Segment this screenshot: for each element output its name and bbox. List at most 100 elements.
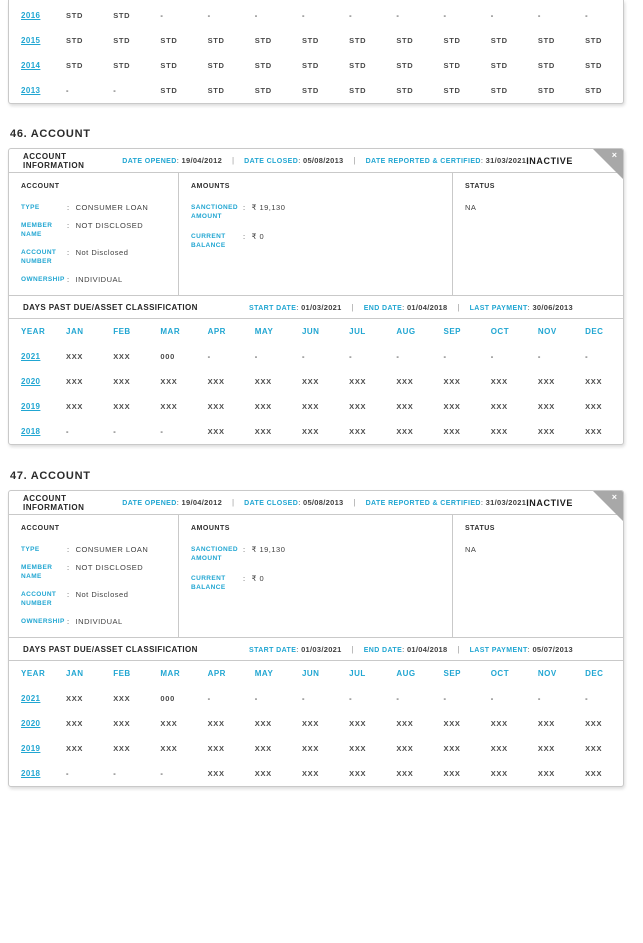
month-column-header: MAY xyxy=(254,327,274,336)
month-column-header: AUG xyxy=(396,669,416,678)
status-value: NA xyxy=(465,545,477,554)
amount-fields: SANCTIONED AMOUNT ₹ 19,130 CURRENT BALANCE… xyxy=(191,203,440,250)
date-field: DATE REPORTED & CERTIFIED31/03/2021 xyxy=(344,156,527,165)
month-column-header: APR xyxy=(207,669,226,678)
date-field-label: START DATE xyxy=(249,646,297,654)
detail-field: SANCTIONED AMOUNT ₹ 19,130 xyxy=(191,203,440,221)
month-column-header: MAY xyxy=(254,669,274,678)
dpd-row: 2021 XXX XXX 000 - - - - - - - - - xyxy=(9,344,623,369)
year-link[interactable]: 2020 xyxy=(21,377,41,386)
dpd-cell: XXX xyxy=(207,402,225,411)
dpd-section-header: DAYS PAST DUE/ASSET CLASSIFICATION START… xyxy=(9,296,623,319)
dpd-cell: XXX xyxy=(396,744,414,753)
year-link[interactable]: 2018 xyxy=(21,427,41,436)
dpd-cell: - xyxy=(490,352,494,361)
dpd-cell: XXX xyxy=(396,402,414,411)
date-field: START DATE01/03/2021 xyxy=(249,303,342,312)
year-link[interactable]: 2019 xyxy=(21,402,41,411)
year-link[interactable]: 2020 xyxy=(21,719,41,728)
dpd-title: DAYS PAST DUE/ASSET CLASSIFICATION xyxy=(23,302,198,312)
status-column: STATUS NA xyxy=(453,515,623,637)
status-column-title: STATUS xyxy=(465,525,495,532)
detail-field-value: ₹ 19,130 xyxy=(243,203,285,221)
dpd-cell: XXX xyxy=(490,427,508,436)
dpd-cell: XXX xyxy=(443,427,461,436)
detail-field-value: NOT DISCLOSED xyxy=(67,563,143,581)
account-info-header: ACCOUNT INFORMATION DATE OPENED19/04/201… xyxy=(9,491,623,515)
dpd-title: DAYS PAST DUE/ASSET CLASSIFICATION xyxy=(23,644,198,654)
dpd-cell: XXX xyxy=(66,719,84,728)
dpd-cell: STD xyxy=(585,86,603,95)
dpd-cell: XXX xyxy=(113,694,131,703)
date-field-label: DATE REPORTED & CERTIFIED xyxy=(365,158,481,165)
dpd-cell: XXX xyxy=(66,744,84,753)
year-link[interactable]: 2021 xyxy=(21,694,41,703)
dpd-cell: XXX xyxy=(301,427,320,436)
dpd-cell: XXX xyxy=(160,744,178,753)
dpd-cell: XXX xyxy=(66,377,84,386)
account-section: 46. ACCOUNT ACCOUNT INFORMATION DATE OPE… xyxy=(8,128,634,445)
dpd-cell: STD xyxy=(301,36,320,45)
dpd-cell: STD xyxy=(490,86,508,95)
dpd-cell: XXX xyxy=(443,769,461,778)
month-column-header: DEC xyxy=(585,669,604,678)
dpd-cell: STD xyxy=(349,86,367,95)
detail-field-value: ₹ 0 xyxy=(243,574,264,592)
detail-field: CURRENT BALANCE ₹ 0 xyxy=(191,232,440,250)
dpd-cell: STD xyxy=(207,61,225,70)
close-button[interactable] xyxy=(593,149,623,179)
dpd-cell: XXX xyxy=(160,377,178,386)
dpd-month-header-row: YEAR JAN FEB MAR APR MAY JUN JUL AUG SEP OCT NOV DEC xyxy=(9,319,623,344)
dpd-cell: - xyxy=(207,11,211,20)
dpd-cell: STD xyxy=(396,61,414,70)
dpd-cell: XXX xyxy=(585,377,603,386)
month-column-header: JAN xyxy=(66,669,84,678)
dpd-cell: STD xyxy=(349,36,367,45)
date-field: DATE CLOSED05/08/2013 xyxy=(222,156,343,165)
dpd-cell: STD xyxy=(160,36,178,45)
dpd-cell: XXX xyxy=(301,719,320,728)
date-field-label: DATE CLOSED xyxy=(244,500,299,507)
date-field-label: LAST PAYMENT xyxy=(469,646,528,654)
dpd-cell: - xyxy=(66,769,70,778)
date-field-value: 19/04/2012 xyxy=(177,156,222,165)
date-field-value: 01/04/2018 xyxy=(402,645,447,654)
dpd-cell: STD xyxy=(301,61,320,70)
month-column-header: DEC xyxy=(585,327,604,336)
year-link[interactable]: 2018 xyxy=(21,769,41,778)
account-info-title: ACCOUNT INFORMATION xyxy=(23,493,85,512)
dpd-cell: STD xyxy=(207,86,225,95)
year-link[interactable]: 2016 xyxy=(21,11,41,20)
detail-field: SANCTIONED AMOUNT ₹ 19,130 xyxy=(191,545,440,563)
dpd-cell: STD xyxy=(585,36,603,45)
close-icon[interactable]: × xyxy=(611,150,617,160)
date-field: LAST PAYMENT30/06/2013 xyxy=(448,303,574,312)
year-link[interactable]: 2014 xyxy=(21,61,41,70)
close-button[interactable] xyxy=(593,491,623,521)
dpd-cell: XXX xyxy=(66,402,84,411)
year-link[interactable]: 2015 xyxy=(21,36,41,45)
date-field: DATE REPORTED & CERTIFIED31/03/2021 xyxy=(344,498,527,507)
dpd-row: 2018 - - - XXX XXX XXX XXX XXX XXX XXX XXX XXX xyxy=(9,761,623,786)
month-column-header: MAR xyxy=(160,327,181,336)
year-link[interactable]: 2019 xyxy=(21,744,41,753)
detail-field-value: CONSUMER LOAN xyxy=(67,545,148,554)
year-column-header: YEAR xyxy=(21,669,46,678)
dpd-cell: - xyxy=(301,352,306,361)
dpd-cell: XXX xyxy=(207,769,225,778)
close-icon[interactable]: × xyxy=(611,492,617,502)
account-column: ACCOUNT TYPE CONSUMER LOAN MEMBER NAME NOT … xyxy=(9,515,179,637)
dpd-cell: - xyxy=(113,86,117,95)
dpd-cell: XXX xyxy=(443,377,461,386)
dpd-cell: - xyxy=(585,694,589,703)
year-link[interactable]: 2021 xyxy=(21,352,41,361)
status-value: NA xyxy=(465,203,477,212)
dpd-month-header-row: YEAR JAN FEB MAR APR MAY JUN JUL AUG SEP OCT NOV DEC xyxy=(9,661,623,686)
dpd-cell: - xyxy=(396,352,400,361)
year-link[interactable]: 2013 xyxy=(21,86,41,95)
dpd-cell: - xyxy=(443,11,447,20)
account-panel: ACCOUNT INFORMATION DATE OPENED19/04/201… xyxy=(8,148,624,445)
account-detail-columns: ACCOUNT TYPE CONSUMER LOAN MEMBER NAME NOT … xyxy=(9,173,623,296)
month-column-header: AUG xyxy=(396,327,416,336)
dpd-cell: STD xyxy=(113,61,131,70)
